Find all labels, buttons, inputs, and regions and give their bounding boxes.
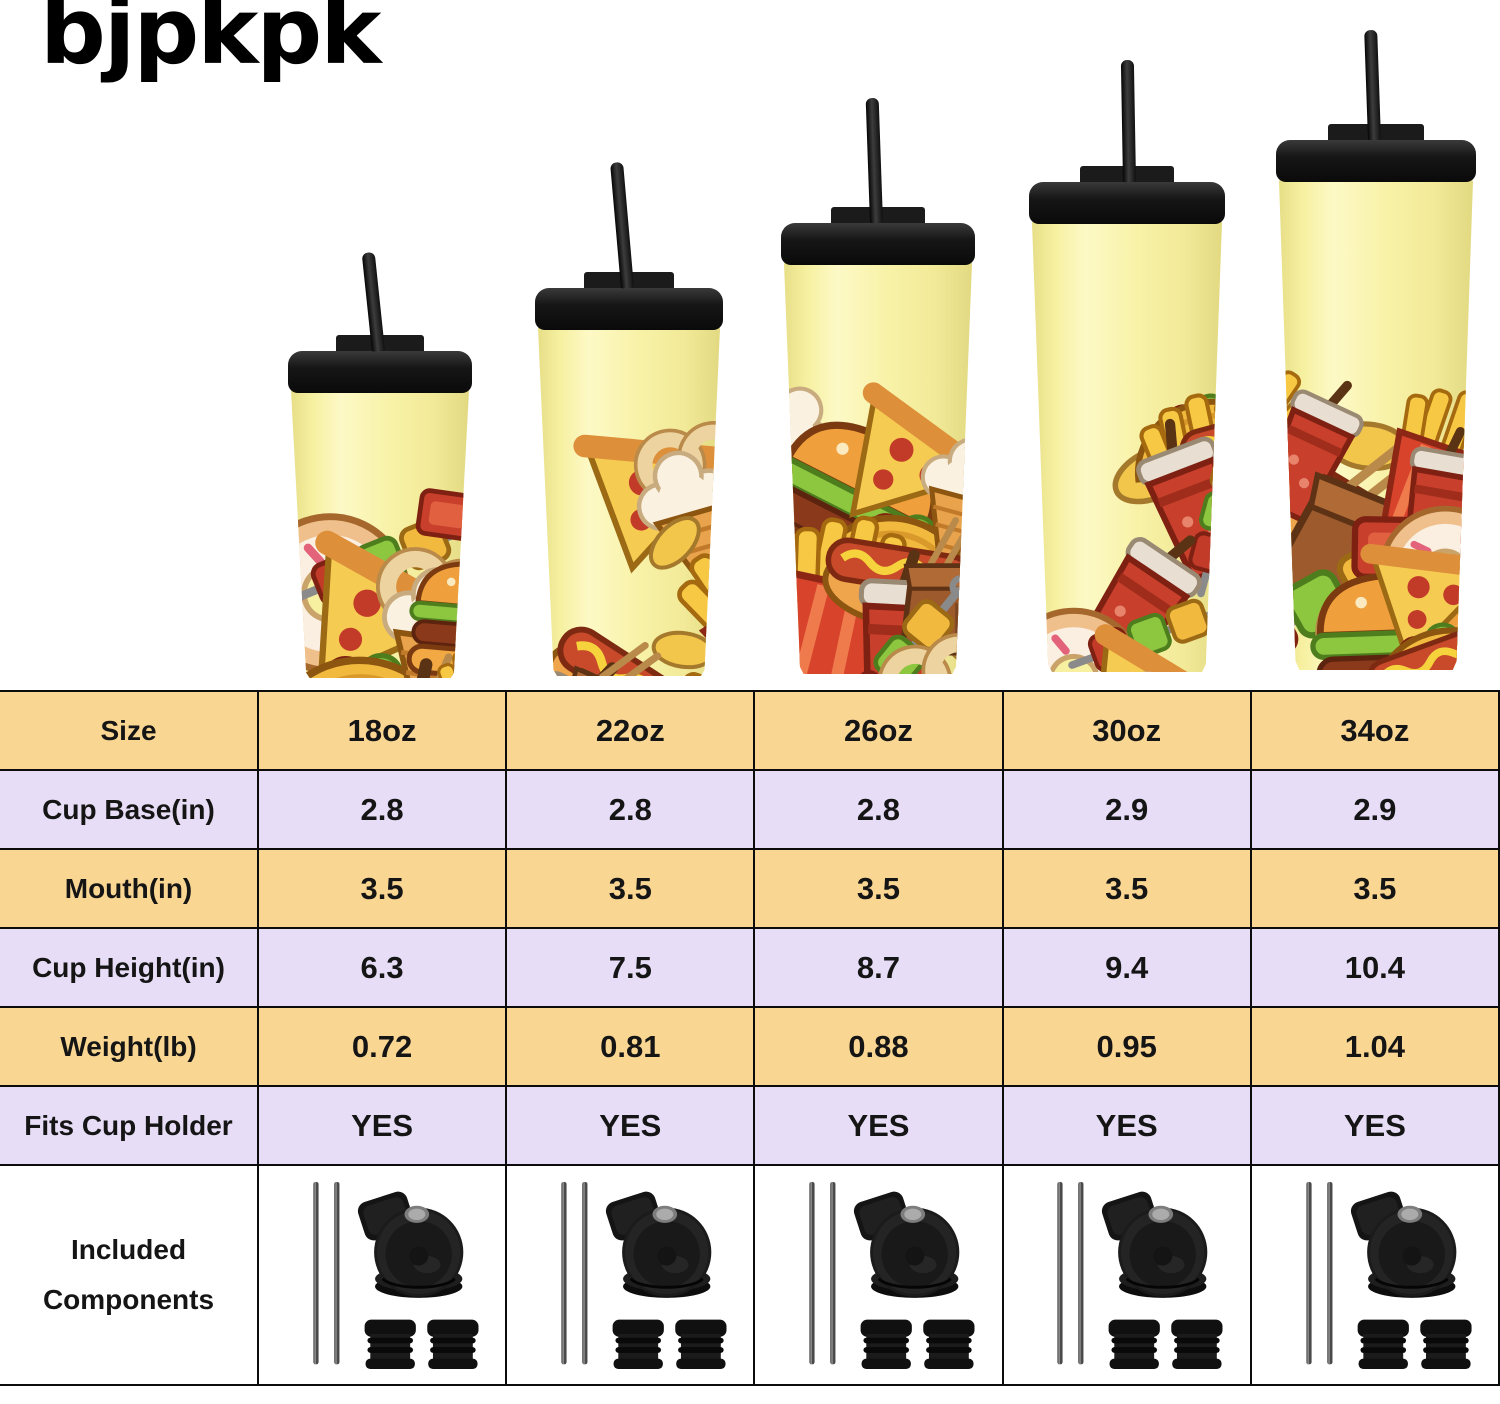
cup-height-value: 8.7 [753,927,1004,1008]
straw-icon [1364,29,1381,141]
cup-base-value: 2.9 [1249,769,1500,850]
fits-value: YES [1001,1085,1252,1166]
row-cup-height: Cup Height(in) 6.3 7.5 8.7 9.4 10.4 [0,927,1500,1008]
cup-height-value: 10.4 [1249,927,1500,1008]
spec-table: Size 18oz 22oz 26oz 30oz 34oz Cup Base(i… [0,690,1500,1386]
fits-value: YES [505,1085,756,1166]
mouth-value: 3.5 [753,848,1004,929]
mouth-value: 3.5 [1001,848,1252,929]
mouth-value: 3.5 [256,848,508,929]
row-weight: Weight(lb) 0.72 0.81 0.88 0.95 1.04 [0,1006,1500,1087]
straw-icon [865,97,883,224]
row-fits-cup-holder: Fits Cup Holder YES YES YES YES YES [0,1085,1500,1166]
cup-height-value: 6.3 [256,927,508,1008]
row-label: Fits Cup Holder [0,1085,259,1166]
mouth-value: 3.5 [1249,848,1500,929]
included-components-cell [505,1164,756,1386]
row-mouth: Mouth(in) 3.5 3.5 3.5 3.5 3.5 [0,848,1500,929]
lid-icon [535,272,723,330]
components-label: Included Components [0,1164,259,1386]
weight-value: 0.95 [1001,1006,1252,1087]
tumbler-18oz [288,251,472,678]
fits-value: YES [256,1085,508,1166]
tumbler-body [1032,220,1222,672]
tumbler-body [1279,178,1473,670]
size-value: 34oz [1249,690,1500,771]
row-label: Cup Base(in) [0,769,259,850]
included-components-cell [256,1164,508,1386]
size-value: 18oz [256,690,508,771]
weight-value: 1.04 [1249,1006,1500,1087]
straw-icon [1120,59,1136,183]
tumbler-body [784,261,972,674]
fits-value: YES [1249,1085,1500,1166]
cup-base-value: 2.8 [753,769,1004,850]
tumbler-22oz [535,161,723,676]
size-value: 22oz [505,690,756,771]
tumbler-34oz [1276,29,1476,670]
row-label: Size [0,690,259,771]
included-components-cell [1001,1164,1252,1386]
row-label: Weight(lb) [0,1006,259,1087]
cup-base-value: 2.8 [505,769,756,850]
row-included-components: Included Components [0,1164,1500,1386]
tumbler-body [291,389,469,678]
tumbler-26oz [781,97,975,674]
included-components-cell [1249,1164,1500,1386]
lid-icon [288,335,472,393]
cup-height-value: 7.5 [505,927,756,1008]
tumbler-30oz [1029,59,1225,672]
brand-logo: bjpkpk [40,0,381,85]
row-size: Size 18oz 22oz 26oz 30oz 34oz [0,690,1500,771]
weight-value: 0.72 [256,1006,508,1087]
row-label: Cup Height(in) [0,927,259,1008]
tumbler-body [538,326,720,676]
fits-value: YES [753,1085,1004,1166]
size-value: 26oz [753,690,1004,771]
mouth-value: 3.5 [505,848,756,929]
weight-value: 0.81 [505,1006,756,1087]
included-components-cell [753,1164,1004,1386]
straw-icon [610,161,634,289]
row-cup-base: Cup Base(in) 2.8 2.8 2.8 2.9 2.9 [0,769,1500,850]
row-label: Mouth(in) [0,848,259,929]
cup-base-value: 2.8 [256,769,508,850]
cup-height-value: 9.4 [1001,927,1252,1008]
cup-base-value: 2.9 [1001,769,1252,850]
weight-value: 0.88 [753,1006,1004,1087]
size-value: 30oz [1001,690,1252,771]
